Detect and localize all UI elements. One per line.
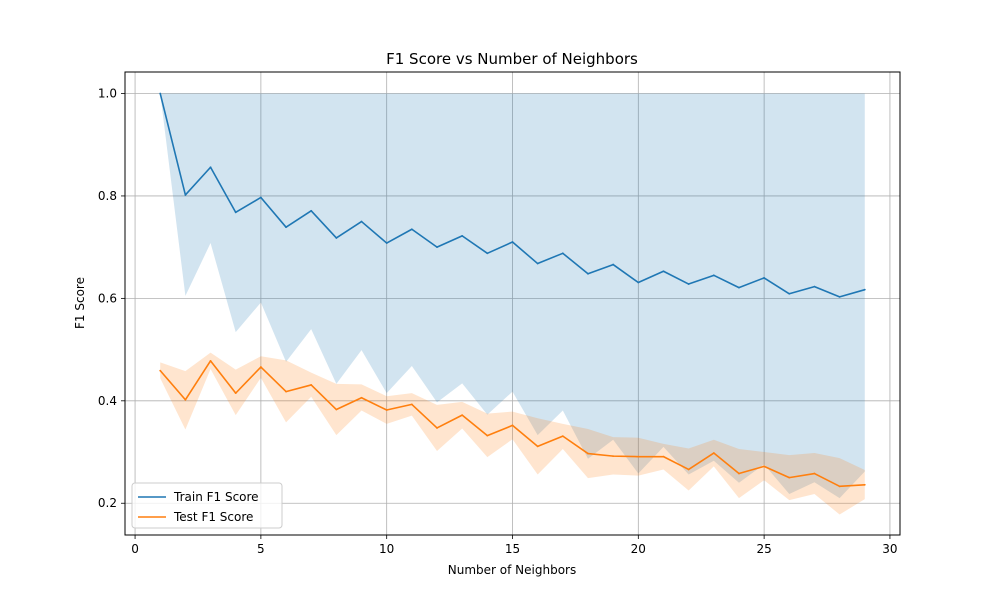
test-f1-score-point <box>511 424 514 427</box>
test-f1-score-point <box>712 452 715 454</box>
train-f1-score-point <box>738 286 740 289</box>
train-f1-score-band <box>160 93 865 499</box>
y-axis-title: F1 Score <box>73 277 87 329</box>
train-f1-score-point <box>335 237 338 239</box>
train-f1-score-point <box>511 241 514 243</box>
train-f1-score-point <box>410 228 413 231</box>
test-f1-score-point <box>662 455 665 458</box>
train-f1-score-point <box>486 252 489 255</box>
train-f1-score-point <box>788 292 791 295</box>
test-f1-score-point <box>410 403 413 406</box>
train-f1-score-point <box>285 226 287 229</box>
x-axis-title: Number of Neighbors <box>448 563 576 577</box>
test-f1-score-points <box>159 359 866 488</box>
test-f1-score-point <box>738 472 740 475</box>
test-f1-score-point <box>234 392 237 395</box>
y-tick-label: 0.2 <box>98 496 117 510</box>
legend-box <box>131 482 283 529</box>
x-tick-label: 5 <box>257 542 265 556</box>
test-f1-score-point <box>637 455 640 458</box>
band-layer <box>160 93 865 515</box>
test-f1-score-point <box>587 452 589 455</box>
train-f1-score-point <box>687 283 690 285</box>
train-f1-score-point <box>436 246 438 249</box>
test-f1-score-point <box>863 483 866 486</box>
train-f1-score-point <box>838 295 841 298</box>
test-f1-score-point <box>385 409 388 411</box>
train-f1-score-point <box>712 274 715 277</box>
test-f1-score-point <box>259 366 262 368</box>
test-f1-score-point <box>436 427 438 429</box>
test-f1-score-point <box>209 359 212 362</box>
test-f1-score-point <box>486 434 489 437</box>
train-f1-score-point <box>587 272 589 275</box>
test-f1-score-legend-label: Test F1 Score <box>173 510 253 524</box>
x-tick-label: 30 <box>882 542 897 556</box>
test-f1-score-point <box>310 384 313 386</box>
x-tick-label: 15 <box>505 542 520 556</box>
x-tick-label: 20 <box>631 542 646 556</box>
test-f1-score-point <box>687 468 690 471</box>
x-tick-label: 25 <box>756 542 771 556</box>
x-tick-label: 0 <box>131 542 139 556</box>
train-f1-score-point <box>360 220 363 223</box>
test-f1-score-point <box>335 408 338 411</box>
test-f1-score-point <box>612 455 615 458</box>
chart-title: F1 Score vs Number of Neighbors <box>386 50 638 68</box>
train-f1-score-legend-label: Train F1 Score <box>173 490 259 504</box>
y-tick-label: 1.0 <box>98 87 117 101</box>
y-tick-label: 0.4 <box>98 394 117 408</box>
y-tick-label: 0.6 <box>98 291 117 305</box>
train-f1-score-point <box>536 262 539 265</box>
test-f1-score-point <box>159 369 162 372</box>
train-f1-score-point <box>863 288 866 291</box>
test-f1-score-band <box>160 352 865 515</box>
train-f1-score-point <box>763 276 766 279</box>
train-f1-score-point <box>813 285 816 288</box>
test-f1-score-point <box>788 476 791 479</box>
train-f1-score-point <box>612 263 615 266</box>
line-layer <box>159 92 866 488</box>
train-f1-score-point <box>461 234 464 237</box>
test-f1-score-point <box>561 435 564 438</box>
test-f1-score-point <box>285 390 287 393</box>
train-f1-score-point <box>561 252 564 255</box>
y-tick-label: 0.8 <box>98 189 117 203</box>
test-f1-score-point <box>838 485 841 488</box>
train-f1-score-point <box>259 196 262 199</box>
train-f1-score-point <box>184 194 187 196</box>
test-f1-score-point <box>536 445 539 448</box>
test-f1-score-point <box>813 472 816 475</box>
train-f1-score-point <box>209 166 212 169</box>
train-f1-score-point <box>159 92 162 95</box>
x-tick-label: 10 <box>379 542 394 556</box>
train-f1-score-point <box>310 209 313 212</box>
test-f1-score-point <box>461 414 464 417</box>
train-f1-score-point <box>234 211 237 214</box>
test-f1-score-point <box>763 465 766 468</box>
legend: Train F1 Score Test F1 Score <box>131 482 283 529</box>
train-f1-score-point <box>637 281 640 284</box>
tick-layer: 0 5 10 15 20 25 30 0.2 0.4 0.6 0.8 1.0 <box>98 87 898 556</box>
test-f1-score-point <box>360 396 363 399</box>
train-f1-score-points <box>159 92 866 298</box>
test-f1-score-point <box>184 398 187 401</box>
train-f1-score-point <box>385 242 388 244</box>
train-f1-score-point <box>662 270 665 273</box>
